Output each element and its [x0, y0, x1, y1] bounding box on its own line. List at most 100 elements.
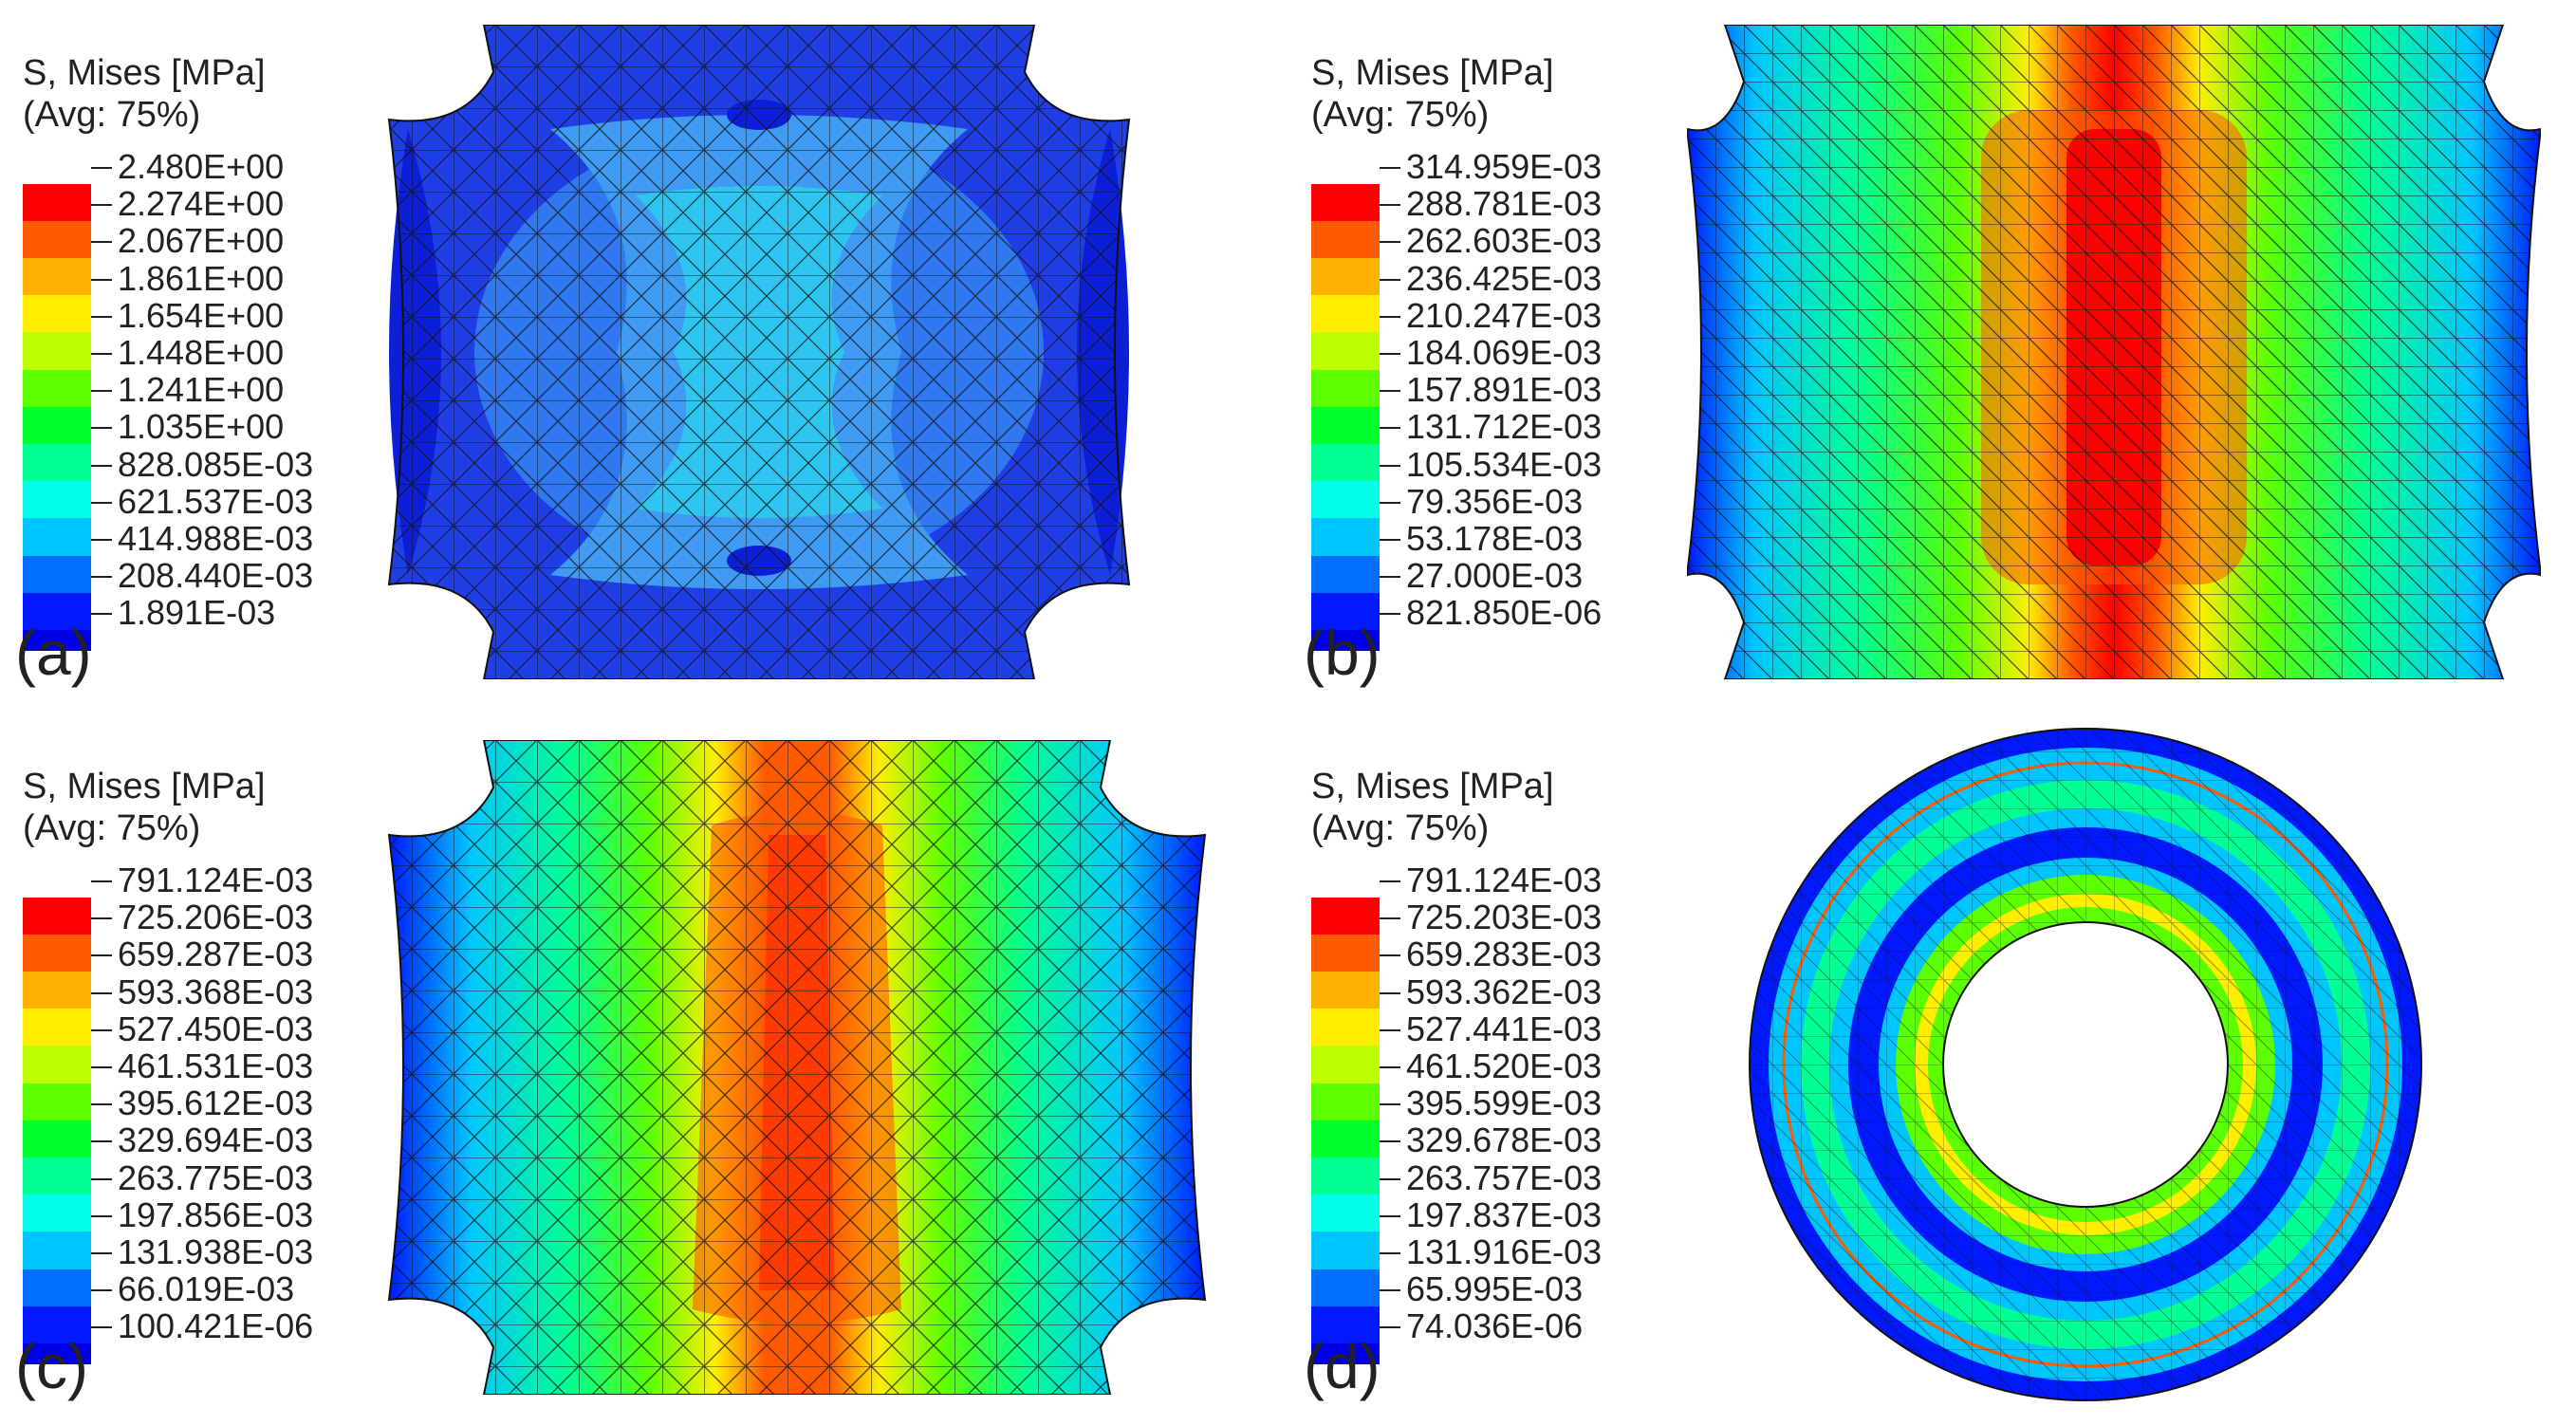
legend-tick [1380, 241, 1400, 244]
legend-swatch [23, 295, 91, 334]
legend-swatch [23, 183, 91, 222]
legend-swatch [1311, 258, 1380, 297]
legend-label: 262.603E-03 [1406, 221, 1603, 261]
legend-label: 725.206E-03 [118, 898, 314, 937]
legend-label: 74.036E-06 [1406, 1306, 1584, 1346]
legend-tick [91, 1326, 112, 1329]
legend-label: 791.124E-03 [1406, 861, 1603, 899]
legend-label: 2.480E+00 [118, 147, 285, 186]
legend-tick [1380, 1326, 1400, 1329]
legend-tick [91, 353, 112, 355]
legend-label: 821.850E-06 [1406, 593, 1603, 633]
legend-tick [91, 167, 112, 169]
legend-label: 1.241E+00 [118, 370, 285, 410]
legend-swatch [1311, 1306, 1380, 1344]
legend-tick [1380, 1214, 1400, 1217]
legend-swatch [23, 592, 91, 631]
panel-c: S, Mises [MPa] (Avg: 75%) 791.124E-03 725… [0, 713, 1288, 1426]
legend-swatch [1311, 183, 1380, 222]
legend-label: 329.678E-03 [1406, 1120, 1603, 1160]
color-legend: 2.480E+00 2.274E+00 2.067E+00 1.861E+00 1.65… [23, 150, 313, 651]
panel-label: (b) [1304, 618, 1381, 688]
legend-label: 1.861E+00 [118, 258, 285, 298]
legend-swatch [1311, 220, 1380, 259]
legend-tick [1380, 1177, 1400, 1180]
panel-d: S, Mises [MPa] (Avg: 75%) 791.124E-03 725… [1288, 713, 2576, 1426]
legend-label: 659.287E-03 [118, 935, 314, 974]
legend-label: 395.599E-03 [1406, 1083, 1603, 1123]
legend-label: 236.425E-03 [1406, 258, 1603, 298]
legend-tick [91, 1214, 112, 1217]
legend-tick [91, 278, 112, 281]
legend-label: 157.891E-03 [1406, 370, 1603, 410]
legend-label: 791.124E-03 [118, 861, 314, 899]
legend-swatch [23, 1306, 91, 1344]
color-legend: 314.959E-03 288.781E-03 262.603E-03 236.425… [1311, 150, 1602, 651]
legend-label: 725.203E-03 [1406, 898, 1603, 937]
legend-swatch [23, 897, 91, 935]
legend-tick [91, 1140, 112, 1143]
legend-swatch [23, 1195, 91, 1233]
legend-label: 828.085E-03 [118, 444, 314, 484]
legend-tick [1380, 501, 1400, 504]
legend-swatch [1311, 1343, 1380, 1364]
legend-swatch [23, 972, 91, 1010]
legend-tick [91, 613, 112, 616]
legend-swatch [1311, 1120, 1380, 1158]
legend-tick [91, 1252, 112, 1254]
legend-swatch [23, 934, 91, 972]
legend-label: 131.938E-03 [118, 1232, 314, 1271]
legend-tick [1380, 1028, 1400, 1031]
legend-swatch [1311, 555, 1380, 594]
legend-tick [1380, 991, 1400, 994]
legend-label: 395.612E-03 [118, 1083, 314, 1123]
legend-swatch [23, 220, 91, 259]
legend-swatch [1311, 1232, 1380, 1270]
legend-label: 1.448E+00 [118, 333, 285, 372]
legend-subtitle: (Avg: 75%) [23, 808, 201, 848]
legend-label: 314.959E-03 [1406, 147, 1603, 186]
legend-tick [91, 427, 112, 430]
legend-swatch [23, 444, 91, 483]
legend-tick [91, 1028, 112, 1031]
legend-tick [91, 954, 112, 957]
color-legend: 791.124E-03 725.206E-03 659.287E-03 593.368… [23, 863, 313, 1364]
legend-swatch [23, 258, 91, 297]
legend-label: 53.178E-03 [1406, 519, 1584, 558]
legend-tick [1380, 464, 1400, 467]
legend-swatch [1311, 1195, 1380, 1233]
panel-label: (c) [15, 1331, 88, 1401]
legend-swatch [23, 1083, 91, 1121]
legend-label: 461.531E-03 [118, 1046, 314, 1085]
legend-swatch [23, 1269, 91, 1307]
legend-tick [1380, 315, 1400, 318]
legend-swatch [23, 630, 91, 651]
legend-tick [91, 1066, 112, 1068]
stress-contour-cube-vertical-band-icon [1687, 25, 2541, 679]
legend-tick [91, 464, 112, 467]
legend-tick [1380, 917, 1400, 920]
legend-tick [1380, 1103, 1400, 1106]
legend-swatch [23, 1157, 91, 1196]
legend-tick [1380, 880, 1400, 882]
legend-label: 105.534E-03 [1406, 444, 1603, 484]
legend-swatch [1311, 332, 1380, 371]
legend-swatch [23, 1009, 91, 1047]
legend-label: 263.757E-03 [1406, 1157, 1603, 1197]
legend-label: 621.537E-03 [118, 481, 314, 521]
legend-swatch [23, 406, 91, 445]
legend-swatch [1311, 934, 1380, 972]
legend-label: 414.988E-03 [118, 519, 314, 558]
legend-swatch [1311, 592, 1380, 631]
legend-label: 197.837E-03 [1406, 1195, 1603, 1234]
legend-label: 461.520E-03 [1406, 1046, 1603, 1085]
legend-label: 1.035E+00 [118, 407, 285, 447]
legend-swatch [1311, 406, 1380, 445]
legend-subtitle: (Avg: 75%) [23, 95, 201, 135]
legend-tick [91, 315, 112, 318]
legend-label: 197.856E-03 [118, 1195, 314, 1234]
legend-label: 263.775E-03 [118, 1157, 314, 1197]
legend-swatch [23, 518, 91, 557]
legend-swatch [23, 1343, 91, 1364]
legend-swatch [1311, 481, 1380, 520]
